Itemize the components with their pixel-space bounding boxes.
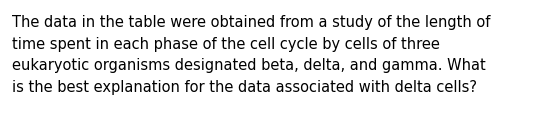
Text: The data in the table were obtained from a study of the length of
time spent in : The data in the table were obtained from… [12, 15, 490, 95]
